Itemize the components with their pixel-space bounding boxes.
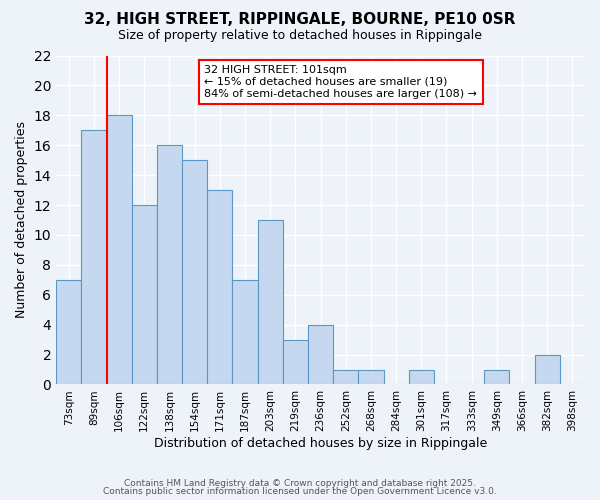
Bar (308, 324, 333, 384)
Bar (484, 370, 509, 384)
Bar (107, 116, 132, 384)
Bar (207, 190, 232, 384)
X-axis label: Distribution of detached houses by size in Rippingale: Distribution of detached houses by size … (154, 437, 487, 450)
Bar (232, 280, 257, 384)
Text: Size of property relative to detached houses in Rippingale: Size of property relative to detached ho… (118, 29, 482, 42)
Bar (157, 145, 182, 384)
Text: 32 HIGH STREET: 101sqm
← 15% of detached houses are smaller (19)
84% of semi-det: 32 HIGH STREET: 101sqm ← 15% of detached… (204, 66, 477, 98)
Bar (56, 280, 82, 384)
Bar (257, 220, 283, 384)
Text: 32, HIGH STREET, RIPPINGALE, BOURNE, PE10 0SR: 32, HIGH STREET, RIPPINGALE, BOURNE, PE1… (84, 12, 516, 28)
Bar (535, 354, 560, 384)
Bar (82, 130, 107, 384)
Bar (358, 370, 383, 384)
Bar (132, 205, 157, 384)
Bar (333, 370, 358, 384)
Text: Contains HM Land Registry data © Crown copyright and database right 2025.: Contains HM Land Registry data © Crown c… (124, 478, 476, 488)
Text: Contains public sector information licensed under the Open Government Licence v3: Contains public sector information licen… (103, 487, 497, 496)
Bar (182, 160, 207, 384)
Y-axis label: Number of detached properties: Number of detached properties (15, 122, 28, 318)
Bar (409, 370, 434, 384)
Bar (283, 340, 308, 384)
